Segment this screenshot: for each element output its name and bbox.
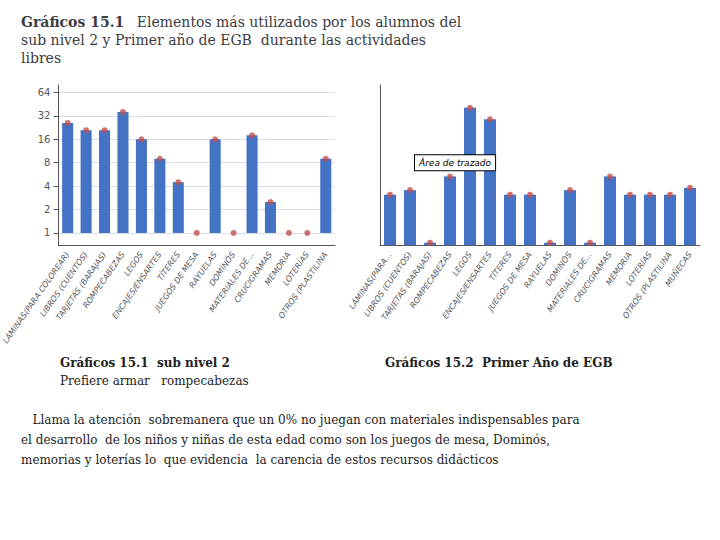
svg-text:16: 16 (38, 134, 51, 145)
svg-text:LIBROS (CUENTOS): LIBROS (CUENTOS) (38, 250, 90, 319)
svg-text:Llama la atención sobremanera: Llama la atención sobremanera que un 0% … (21, 413, 580, 427)
svg-text:1: 1 (44, 227, 50, 238)
svg-text:TÍTERES: TÍTERES (155, 250, 182, 283)
svg-text:64: 64 (38, 87, 51, 98)
svg-text:8: 8 (44, 157, 50, 168)
svg-text:JUEGOS DE MESA: JUEGOS DE MESA (486, 250, 534, 313)
svg-text:Gráficos 15.1: Gráficos 15.1 (21, 14, 124, 30)
svg-text:MEMORIA: MEMORIA (263, 250, 293, 288)
svg-text:LOTERÍAS: LOTERÍAS (624, 250, 654, 288)
svg-text:JUEGOS DE MESA: JUEGOS DE MESA (153, 250, 201, 313)
svg-text:CRUCIGRAMAS: CRUCIGRAMAS (572, 250, 614, 305)
svg-text:Gráficos 15.2 Primer Año de E: Gráficos 15.2 Primer Año de EGB (385, 356, 613, 370)
svg-text:MATERIALES DE...: MATERIALES DE... (545, 250, 594, 314)
svg-text:LEGOS: LEGOS (122, 250, 146, 278)
svg-text:MATERIALES DE...: MATERIALES DE... (207, 250, 256, 314)
svg-text:OTROS (PLASTILINA: OTROS (PLASTILINA (277, 250, 330, 320)
svg-text:Prefiere armar rompecabezas: Prefiere armar rompecabezas (60, 374, 249, 388)
svg-text:Gráficos 15.1 sub nivel 2: Gráficos 15.1 sub nivel 2 (60, 356, 230, 370)
svg-text:MEMORIA: MEMORIA (604, 250, 634, 288)
svg-text:LEGOS: LEGOS (450, 250, 474, 278)
svg-text:DOMINÓS: DOMINÓS (543, 250, 574, 288)
svg-text:ROMPECABEZAS: ROMPECABEZAS (81, 250, 127, 310)
svg-text:Elementos más utilizados por l: Elementos más utilizados por los alumnos… (137, 14, 462, 30)
svg-text:sub nivel 2 y Primer año de EG: sub nivel 2 y Primer año de EGB durante … (21, 32, 426, 48)
svg-text:ENCAJES/ENSARTES: ENCAJES/ENSARTES (441, 250, 494, 320)
svg-text:memorias y loterías lo que ev: memorias y loterías lo que evidencia la … (21, 453, 499, 467)
svg-text:4: 4 (44, 181, 50, 192)
svg-text:ROMPECABEZAS: ROMPECABEZAS (408, 250, 453, 309)
svg-text:LÁMINAS(PARA COLOREAR): LÁMINAS(PARA COLOREAR) (0, 249, 71, 345)
svg-text:MUÑECAS: MUÑECAS (663, 250, 694, 288)
svg-text:Área de trazado: Área de trazado (418, 157, 492, 168)
svg-text:OTROS (PLASTILINA: OTROS (PLASTILINA (620, 250, 674, 321)
svg-text:LIBROS (CUENTOS): LIBROS (CUENTOS) (362, 250, 414, 319)
svg-text:ENCAJES/ENSARTES: ENCAJES/ENSARTES (110, 250, 164, 321)
svg-text:RAYUELAS: RAYUELAS (522, 250, 554, 290)
svg-text:DOMINÓS: DOMINÓS (207, 250, 238, 288)
svg-text:CRUCIGRAMAS: CRUCIGRAMAS (232, 250, 275, 305)
svg-text:TÍTERES: TÍTERES (487, 250, 514, 283)
svg-text:LÁMINAS(PARA...: LÁMINAS(PARA... (347, 250, 394, 311)
svg-text:LOTERÍAS: LOTERÍAS (281, 250, 311, 288)
svg-text:TARJETAS (BARAJAS): TARJETAS (BARAJAS) (379, 250, 434, 322)
svg-text:32: 32 (38, 110, 51, 121)
svg-text:el desarrollo de los niños y: el desarrollo de los niños y niñas de es… (21, 433, 550, 447)
svg-text:TARJETAS (BARAJAS): TARJETAS (BARAJAS) (54, 250, 109, 322)
svg-text:RAYUELAS: RAYUELAS (187, 250, 219, 290)
svg-text:libres: libres (21, 50, 61, 66)
svg-text:2: 2 (44, 204, 50, 215)
